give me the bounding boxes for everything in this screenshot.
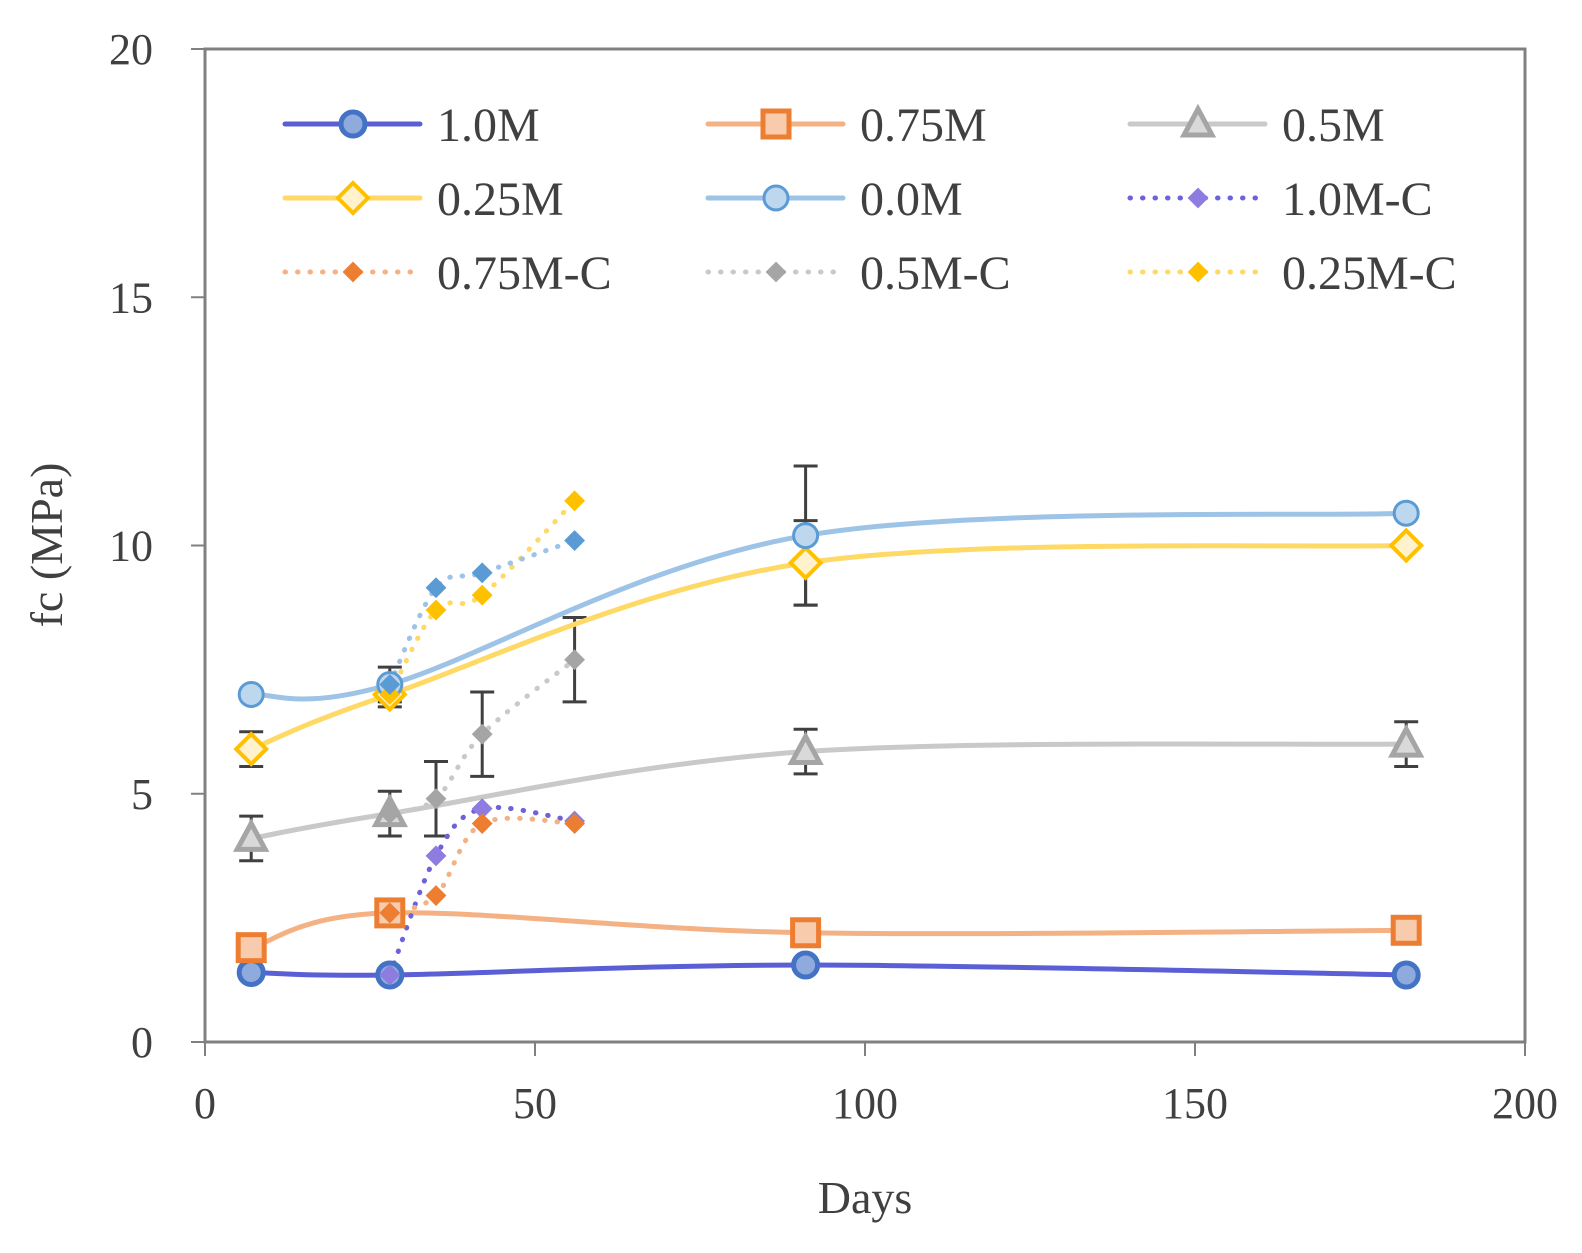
data-point-0-5m xyxy=(1388,723,1425,758)
data-point-0-75m xyxy=(235,932,267,964)
data-point-0-0m-c xyxy=(425,577,447,599)
data-point-0-5m-c xyxy=(425,788,447,810)
legend-item-0-25m: 0.25M xyxy=(282,173,564,226)
legend-label: 0.75M-C xyxy=(437,247,612,300)
y-tick-label: 20 xyxy=(109,25,153,74)
x-tick-label: 200 xyxy=(1492,1079,1558,1128)
data-point-0-0m xyxy=(792,522,820,550)
legend-swatch-marker xyxy=(760,108,792,140)
data-point-0-0m xyxy=(1392,499,1420,527)
legend-swatch-marker xyxy=(765,261,787,283)
data-point-0-5m xyxy=(787,731,824,766)
legend-swatch-marker xyxy=(338,109,368,139)
data-point-0-75m-c xyxy=(564,813,586,834)
legend-swatch-marker xyxy=(1179,103,1217,138)
legend-item-0-25m-c: 0.25M-C xyxy=(1127,247,1457,300)
legend-item-0-75m: 0.75M xyxy=(705,99,987,152)
legend-item-0-5m: 0.5M xyxy=(1127,99,1385,152)
legend: 1.0M 0.75M 0.5M 0.25M 0.0M 1.0M-C 0.75M-C 0.5M-… xyxy=(282,99,1457,300)
legend-label: 0.25M xyxy=(437,173,564,226)
axes: 0 50 100 150 200 0 5 10 15 20 xyxy=(109,25,1558,1128)
data-point-0-0m-c xyxy=(379,674,401,695)
legend-item-0-0m: 0.0M xyxy=(705,173,963,226)
series-markers xyxy=(233,490,1425,990)
data-point-0-5m-c xyxy=(471,723,493,745)
y-tick-label: 10 xyxy=(109,522,153,571)
data-point-1-0m-c xyxy=(425,845,447,867)
data-point-0-75m-c xyxy=(379,902,401,924)
data-point-0-75m-c xyxy=(471,813,493,834)
legend-item-0-75m-c: 0.75M-C xyxy=(282,247,612,300)
data-point-0-25m-c xyxy=(425,599,447,621)
data-point-0-75m-c xyxy=(425,885,447,906)
legend-label: 0.25M-C xyxy=(1282,247,1457,300)
x-tick-label: 50 xyxy=(513,1079,557,1128)
series-line-0-75m xyxy=(248,910,1409,951)
data-point-1-0m xyxy=(236,957,266,987)
y-tick-label: 5 xyxy=(131,770,153,819)
x-tick-label: 150 xyxy=(1162,1079,1228,1128)
data-point-0-25m xyxy=(787,545,824,581)
legend-swatch-marker xyxy=(335,180,371,216)
data-point-0-0m-c xyxy=(471,562,493,584)
legend-label: 0.0M xyxy=(860,173,963,226)
series-line-0-5m xyxy=(248,741,1409,841)
series-line-0-25m-c xyxy=(387,498,578,697)
series-line-0-0m xyxy=(248,510,1409,702)
data-point-0-25m-c xyxy=(471,584,493,606)
series-line-0-0m-c xyxy=(387,538,578,688)
series-line-0-75m-c xyxy=(387,815,578,916)
legend-label: 0.5M-C xyxy=(860,247,1011,300)
y-axis-title: fc (MPa) xyxy=(21,463,72,628)
series-line-1-0m xyxy=(248,962,1409,978)
legend-label: 0.75M xyxy=(860,99,987,152)
data-point-1-0m-c xyxy=(379,964,401,986)
data-point-0-75m xyxy=(790,917,822,949)
series-lines xyxy=(248,498,1409,978)
y-tick-label: 0 xyxy=(131,1018,153,1067)
x-axis-title: Days xyxy=(818,1172,913,1223)
data-point-0-5m xyxy=(233,818,270,852)
x-tick-label: 100 xyxy=(832,1079,898,1128)
legend-item-1-0m-c: 1.0M-C xyxy=(1127,173,1433,226)
series-line-1-0m-c xyxy=(387,805,578,978)
data-point-0-25m xyxy=(1388,527,1425,564)
legend-swatch-marker xyxy=(762,184,790,212)
legend-item-1-0m: 1.0M xyxy=(282,99,540,152)
data-point-0-5m-c xyxy=(564,649,586,671)
data-point-1-0m xyxy=(791,950,821,980)
data-point-1-0m xyxy=(1391,960,1421,990)
legend-swatch-marker xyxy=(1187,261,1209,283)
legend-label: 0.5M xyxy=(1282,99,1385,152)
data-point-0-0m xyxy=(237,680,265,708)
legend-swatch-marker xyxy=(1187,187,1209,209)
data-point-0-25m xyxy=(233,731,270,767)
data-point-0-25m-c xyxy=(564,490,586,512)
y-tick-label: 15 xyxy=(109,273,153,322)
series-line-0-25m xyxy=(248,543,1409,752)
legend-item-0-5m-c: 0.5M-C xyxy=(705,247,1011,300)
x-tick-label: 0 xyxy=(194,1079,216,1128)
legend-label: 1.0M-C xyxy=(1282,173,1433,226)
series-line-0-5m-c xyxy=(387,657,578,817)
data-point-0-75m xyxy=(1390,914,1422,946)
legend-swatch-marker xyxy=(342,261,364,283)
legend-label: 1.0M xyxy=(437,99,540,152)
data-point-0-0m-c xyxy=(564,530,586,551)
data-point-0-5m-c xyxy=(379,803,401,825)
